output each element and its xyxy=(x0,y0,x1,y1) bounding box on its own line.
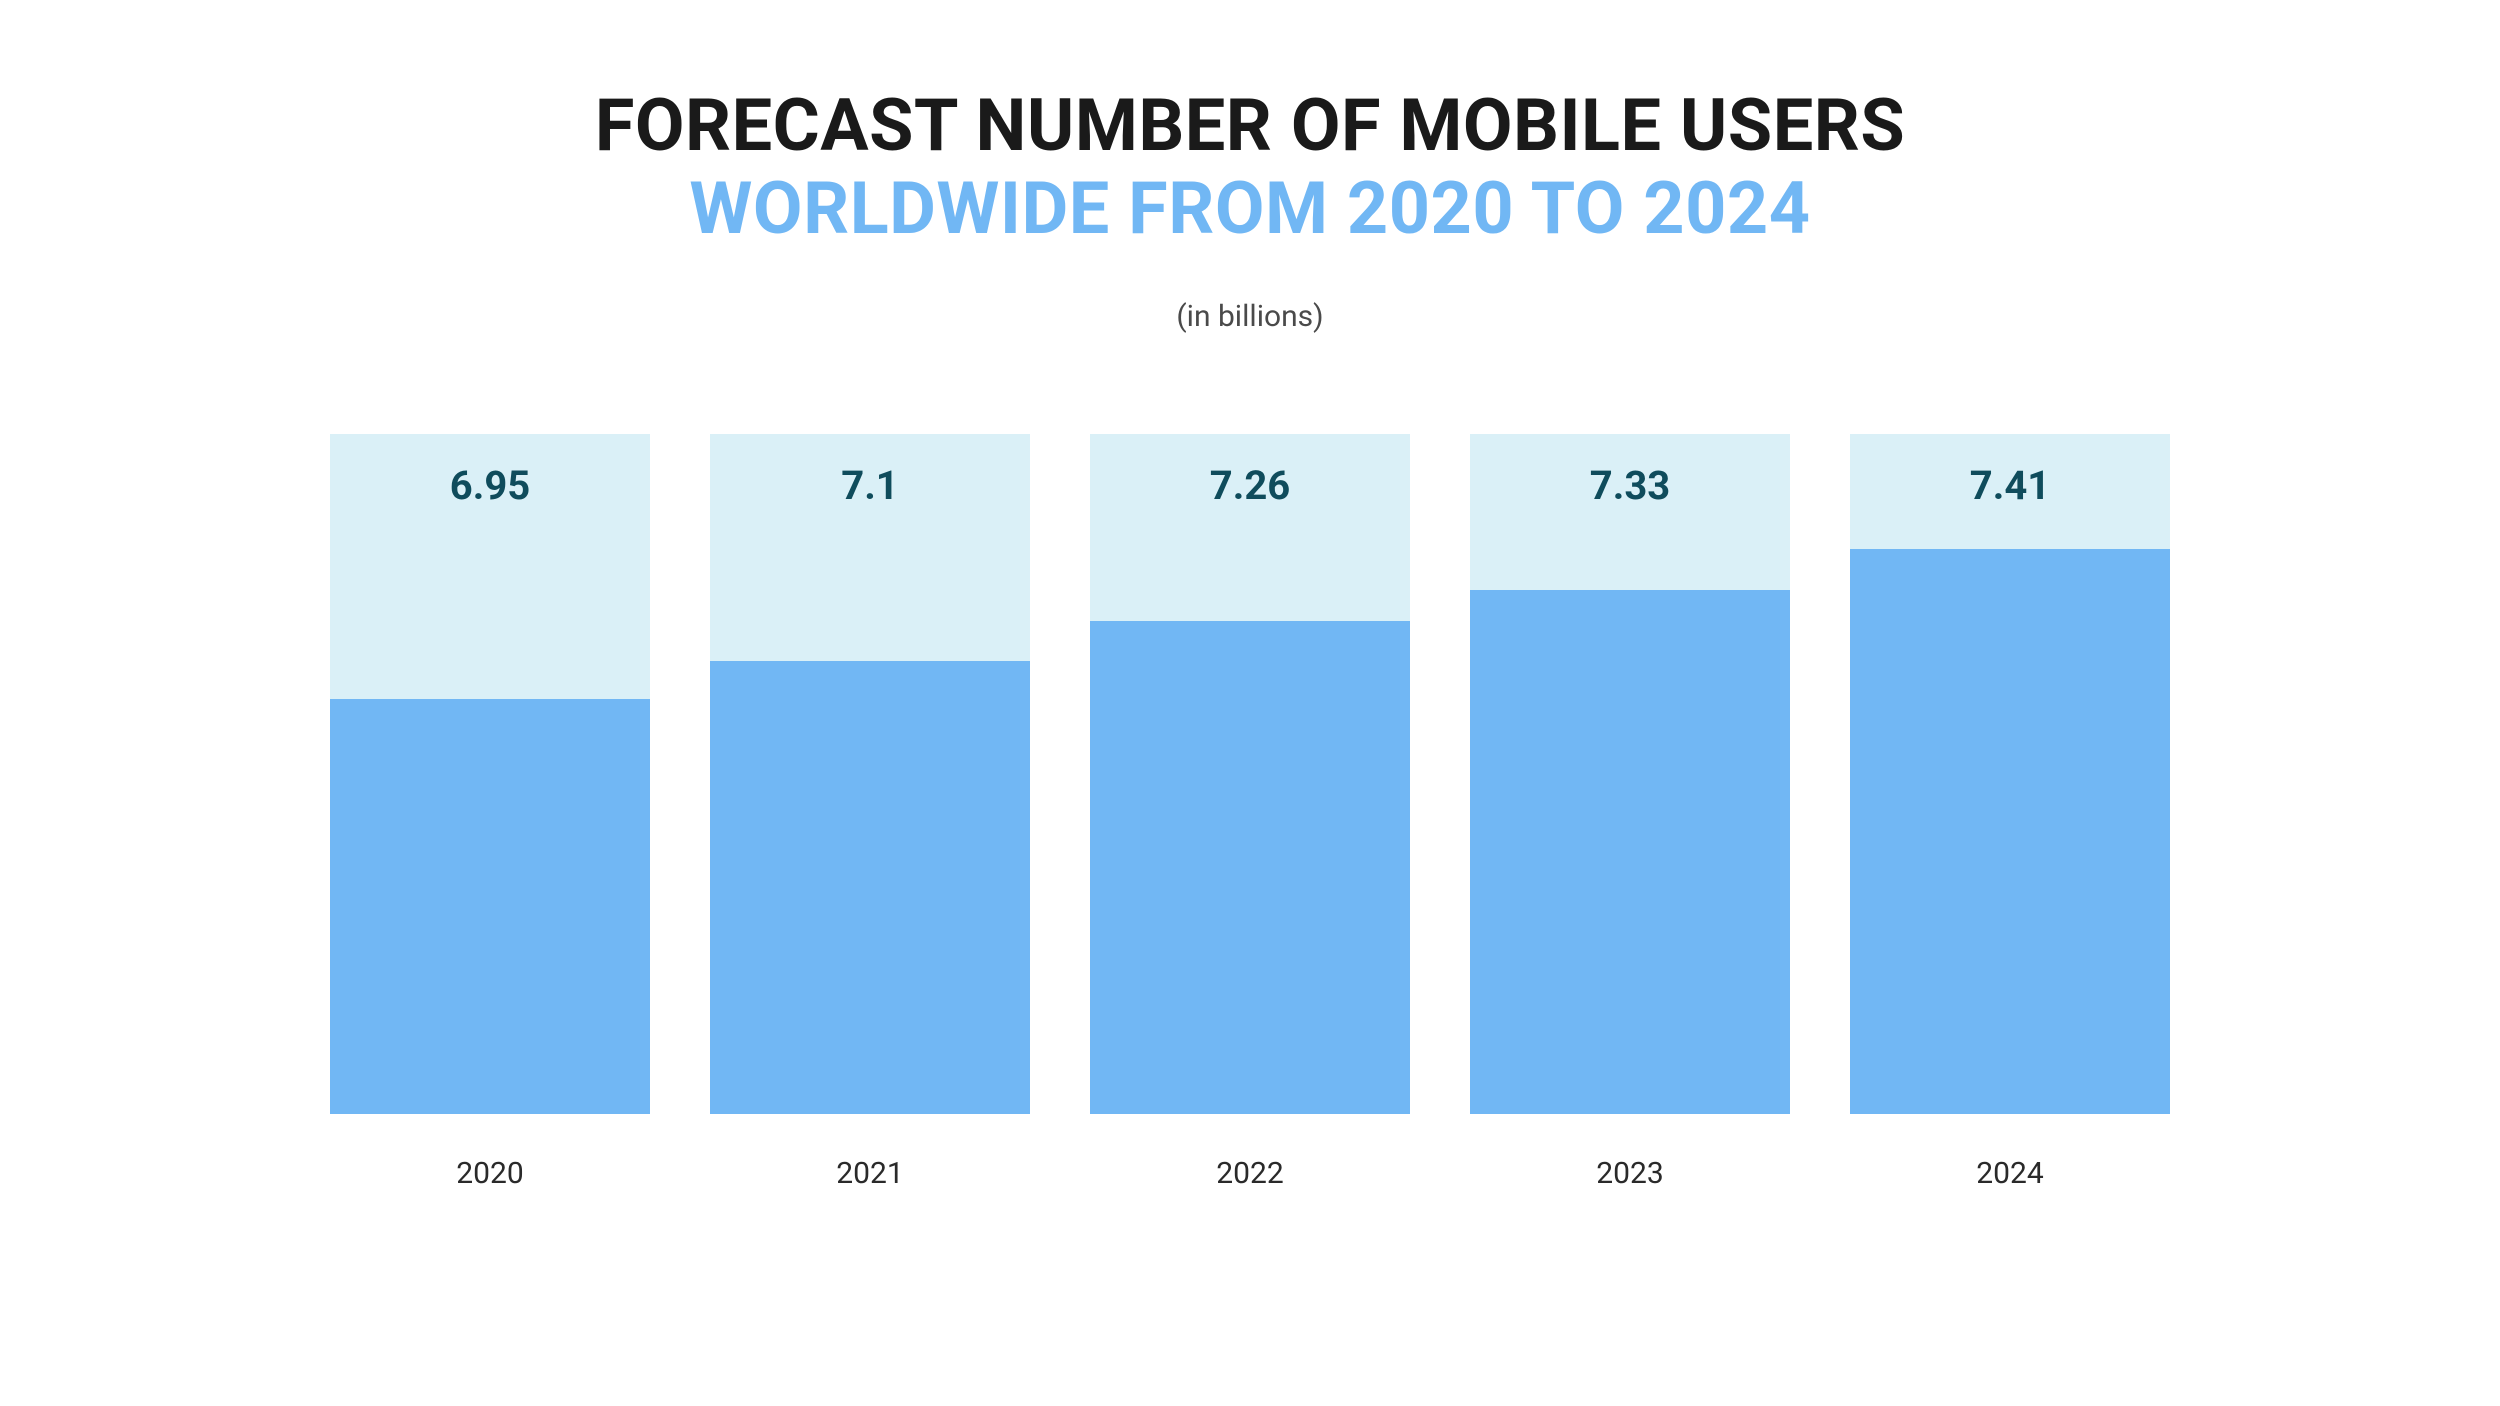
bar-group: 7.41 2024 xyxy=(1850,434,2170,1191)
chart-title: FORECAST NUMBER OF MOBILE USERS WORLDWID… xyxy=(595,85,1905,251)
bar-category-label: 2020 xyxy=(456,1156,523,1191)
bar-value-label: 7.41 xyxy=(1850,462,2170,509)
bar-category-label: 2021 xyxy=(836,1156,903,1191)
bar-fill xyxy=(1470,590,1790,1114)
title-line-2: WORLDWIDE FROM 2020 TO 2024 xyxy=(595,168,1905,251)
bar-category-label: 2023 xyxy=(1596,1156,1663,1191)
bar-fill xyxy=(1090,621,1410,1114)
bar-fill xyxy=(710,661,1030,1113)
bar-value-label: 7.33 xyxy=(1470,462,1790,509)
bar-value-label: 6.95 xyxy=(330,462,650,509)
title-line-1: FORECAST NUMBER OF MOBILE USERS xyxy=(595,85,1905,168)
bar-track: 7.33 xyxy=(1470,434,1790,1114)
bar-fill xyxy=(1850,549,2170,1113)
bar-chart: 6.95 2020 7.1 2021 7.26 2022 7.33 2023 7… xyxy=(330,434,2170,1191)
bar-value-label: 7.1 xyxy=(710,462,1030,509)
bar-group: 7.26 2022 xyxy=(1090,434,1410,1191)
bar-category-label: 2024 xyxy=(1976,1156,2043,1191)
bar-group: 7.33 2023 xyxy=(1470,434,1790,1191)
bar-category-label: 2022 xyxy=(1216,1156,1283,1191)
bar-track: 6.95 xyxy=(330,434,650,1114)
bar-fill xyxy=(330,699,650,1114)
bar-track: 7.26 xyxy=(1090,434,1410,1114)
unit-label: (in billions) xyxy=(1176,299,1323,334)
bar-group: 6.95 2020 xyxy=(330,434,650,1191)
bar-group: 7.1 2021 xyxy=(710,434,1030,1191)
bar-track: 7.41 xyxy=(1850,434,2170,1114)
bar-value-label: 7.26 xyxy=(1090,462,1410,509)
bar-track: 7.1 xyxy=(710,434,1030,1114)
